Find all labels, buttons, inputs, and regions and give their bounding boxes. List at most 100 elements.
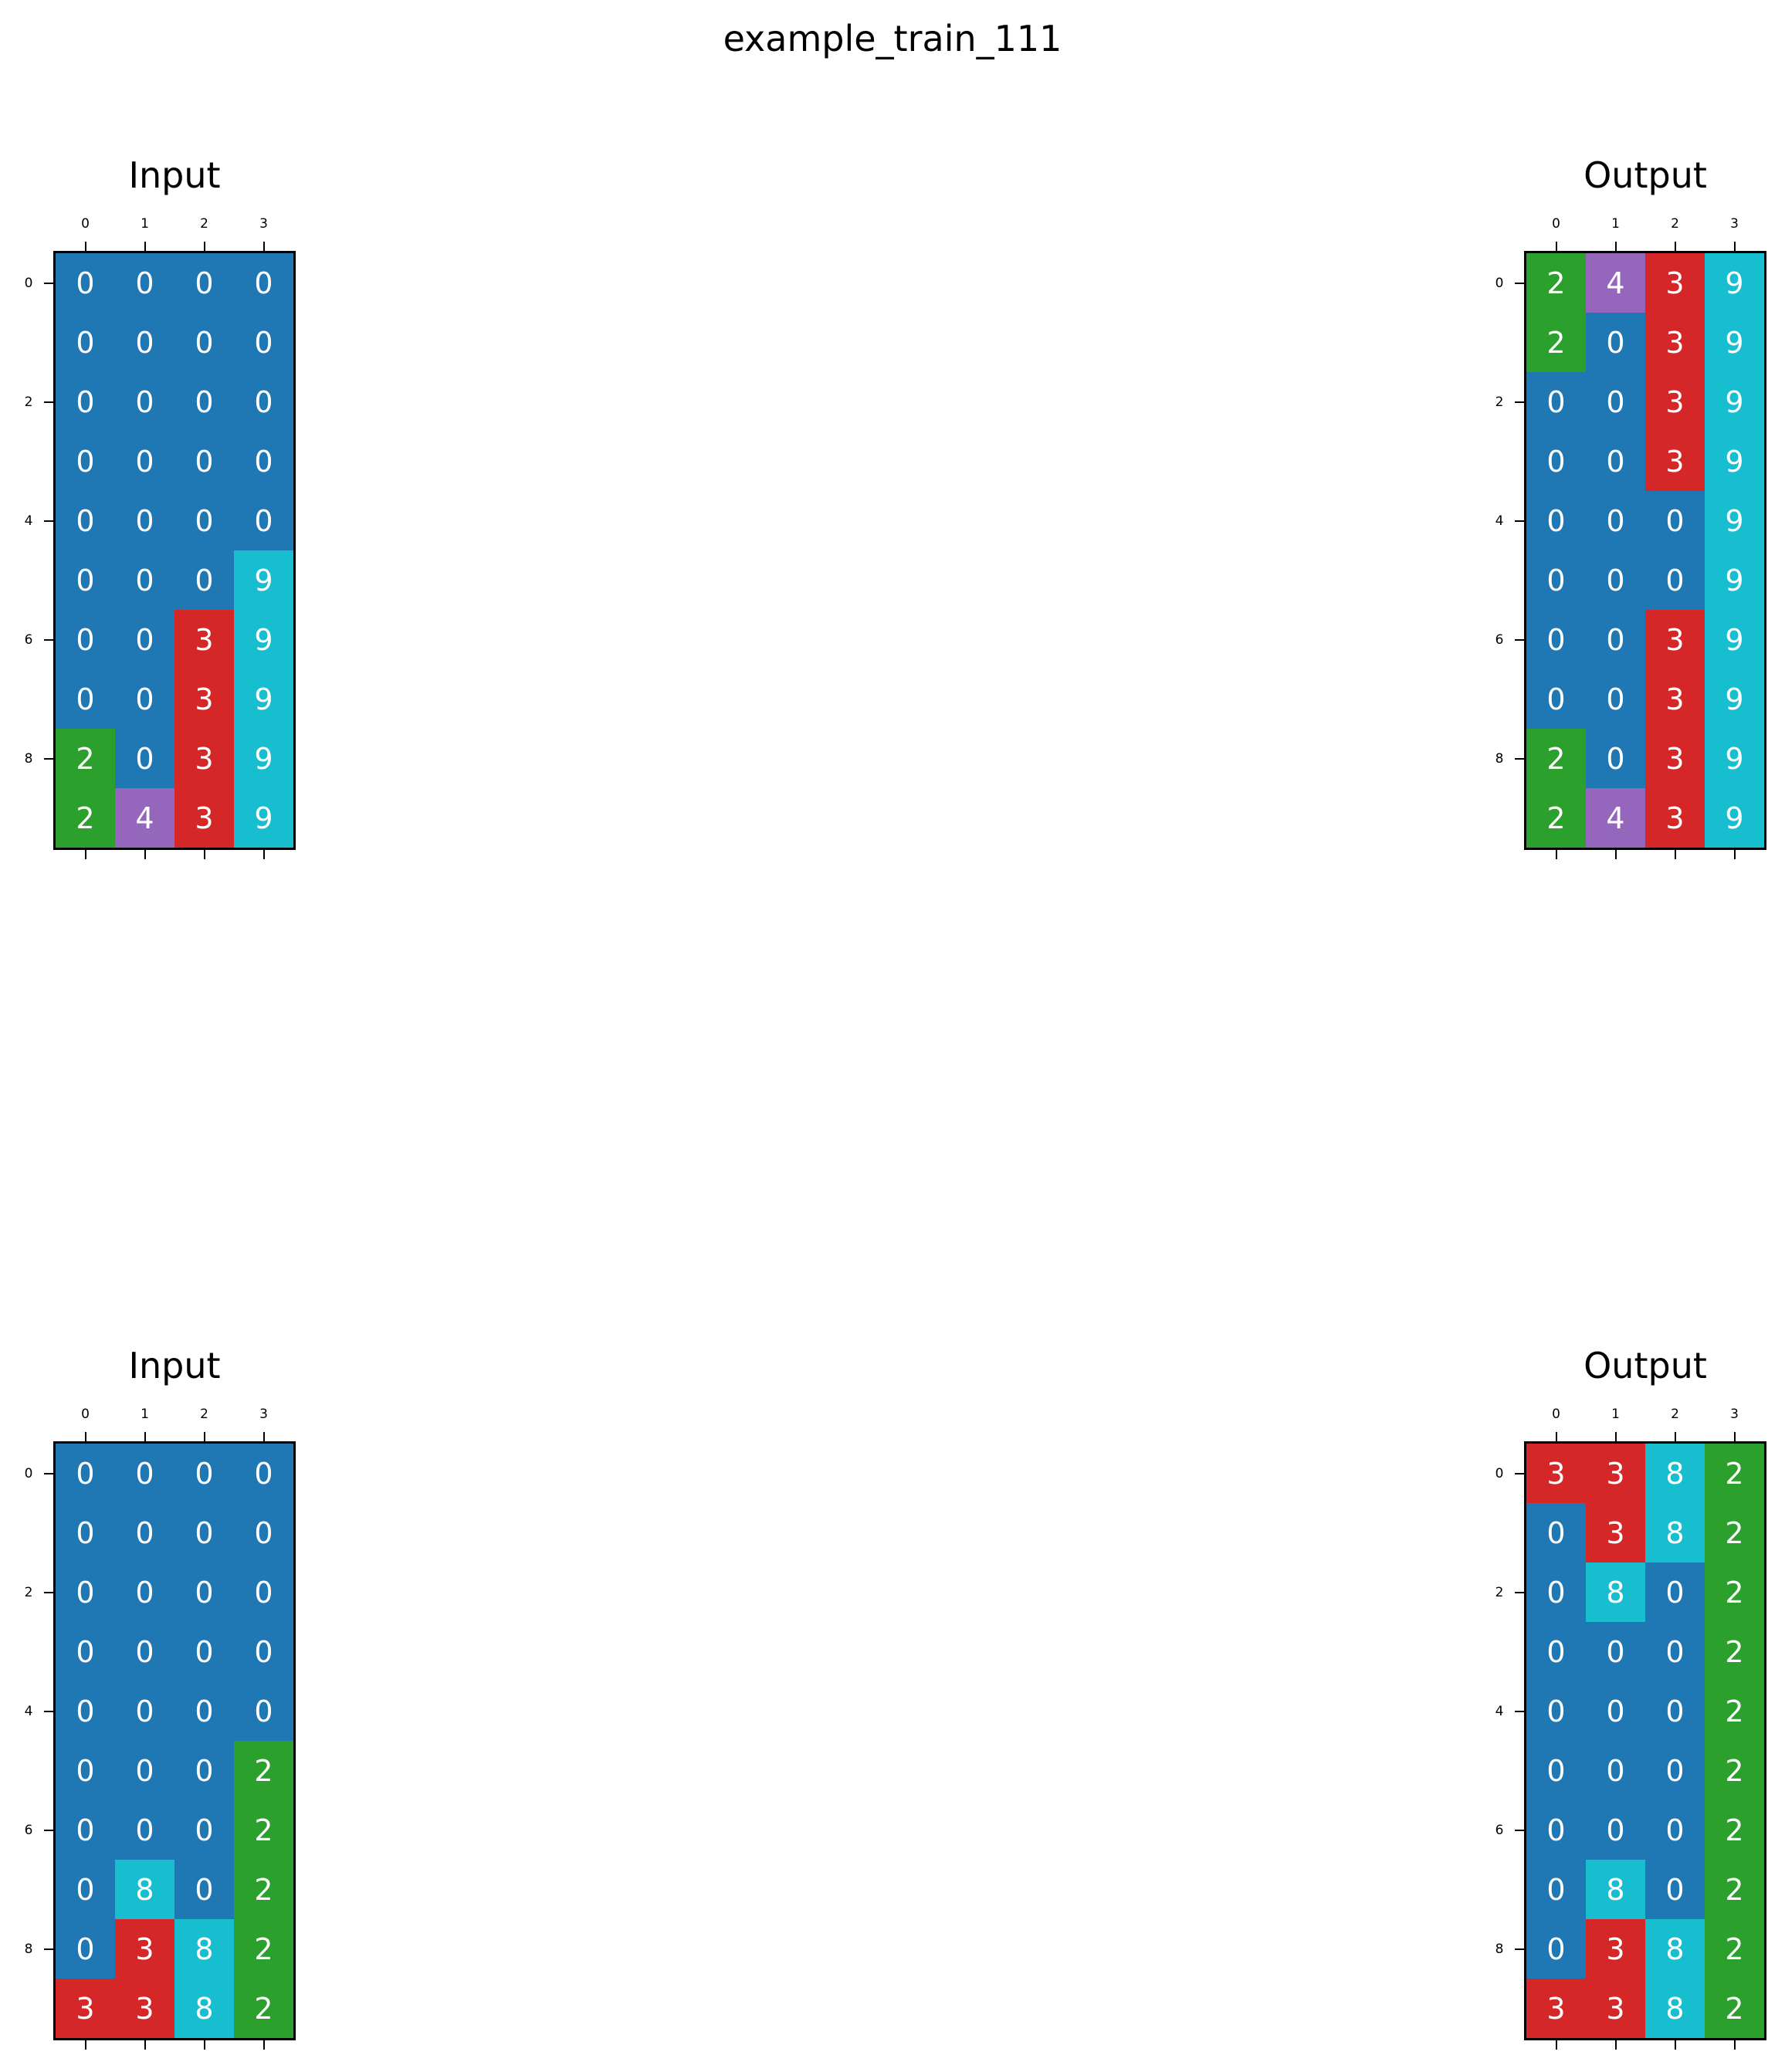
grid-cell: 3 [1645, 372, 1705, 432]
grid-cell: 0 [1526, 1622, 1586, 1681]
grid-cell: 0 [1526, 491, 1586, 550]
y-tick [1515, 520, 1524, 522]
grid-cell: 0 [1526, 610, 1586, 669]
y-tick [1515, 1948, 1524, 1950]
grid-cell: 0 [115, 313, 174, 372]
y-tick [44, 282, 53, 284]
grid-cell: 2 [1705, 1444, 1764, 1503]
grid-cell: 3 [174, 610, 234, 669]
y-tick [44, 520, 53, 522]
y-tick-label: 6 [1495, 631, 1504, 648]
grid-cell: 0 [1586, 432, 1645, 491]
grid-cell: 0 [174, 372, 234, 432]
x-tick-label: 3 [1730, 1407, 1739, 1422]
y-tick [44, 1472, 53, 1474]
grid-cell: 0 [1645, 1622, 1705, 1681]
grid-cell: 9 [234, 610, 293, 669]
grid-cell: 0 [115, 432, 174, 491]
x-tick-label: 3 [259, 1407, 268, 1422]
grid-cell: 2 [1526, 729, 1586, 788]
grid-cell: 9 [1705, 550, 1764, 610]
x-tick-top [144, 242, 146, 251]
grid-cell: 9 [234, 669, 293, 729]
grid-cell: 9 [1705, 669, 1764, 729]
grid-cell: 9 [1705, 729, 1764, 788]
grid-cell: 0 [1526, 1741, 1586, 1800]
y-tick-label: 0 [24, 1465, 33, 1481]
grid-cell: 0 [1586, 1800, 1645, 1860]
y-tick-label: 6 [24, 1822, 33, 1838]
x-tick-label: 2 [200, 216, 208, 232]
grid-cell: 9 [1705, 432, 1764, 491]
grid-cell: 8 [1645, 1444, 1705, 1503]
grid-cell: 3 [1526, 1444, 1586, 1503]
x-tick-bottom [144, 2040, 146, 2050]
x-tick-top [144, 1432, 146, 1441]
grid-cell: 3 [1645, 610, 1705, 669]
grid-cell: 0 [1586, 313, 1645, 372]
grid-cell: 0 [1526, 432, 1586, 491]
grid-cell: 9 [234, 729, 293, 788]
x-tick-label: 3 [259, 216, 268, 232]
x-tick-label: 0 [1552, 216, 1560, 232]
x-tick-bottom [144, 850, 146, 859]
x-tick-bottom [1733, 2040, 1736, 2050]
grid-cell: 0 [1645, 1860, 1705, 1919]
grid-cell: 8 [115, 1860, 174, 1919]
y-tick [1515, 757, 1524, 760]
grid-cell: 2 [56, 729, 115, 788]
x-tick-top [262, 1432, 265, 1441]
y-tick-label: 6 [24, 631, 33, 648]
grid-cell: 2 [1705, 1741, 1764, 1800]
grid-cell: 0 [234, 253, 293, 313]
grid-cell: 0 [115, 1800, 174, 1860]
x-tick-bottom [1674, 850, 1676, 859]
grid-cell: 0 [56, 669, 115, 729]
grid-cell: 2 [234, 1741, 293, 1800]
grid-cell: 0 [115, 1741, 174, 1800]
grid-cell: 0 [1645, 491, 1705, 550]
x-tick-label: 0 [1552, 1407, 1560, 1422]
grid-cell: 0 [115, 610, 174, 669]
grid-cell: 8 [1645, 1919, 1705, 1979]
grid-cell: 2 [1705, 1503, 1764, 1562]
grid-cell: 2 [56, 788, 115, 848]
x-tick-top [1555, 242, 1557, 251]
grid-cell: 0 [56, 1622, 115, 1681]
grid-cell: 4 [1586, 253, 1645, 313]
grid-cell: 0 [115, 1681, 174, 1741]
y-tick-label: 4 [24, 1703, 33, 1719]
y-tick [1515, 1472, 1524, 1474]
y-tick [1515, 1591, 1524, 1593]
x-tick-top [1733, 242, 1736, 251]
y-tick [1515, 638, 1524, 641]
grid-cell: 0 [1586, 491, 1645, 550]
x-tick-label: 0 [81, 1407, 90, 1422]
grid-cell: 0 [1586, 372, 1645, 432]
y-tick-label: 8 [1495, 750, 1504, 767]
grid-cell: 3 [174, 788, 234, 848]
x-tick-top [203, 242, 205, 251]
grid-cell: 0 [1586, 729, 1645, 788]
x-tick-label: 1 [1611, 216, 1620, 232]
grid-cell: 0 [174, 1681, 234, 1741]
grid-cell: 0 [56, 550, 115, 610]
grid-cell: 8 [174, 1979, 234, 2038]
y-tick-label: 6 [1495, 1822, 1504, 1838]
grid-cell: 0 [174, 1503, 234, 1562]
grid-cell: 2 [1526, 788, 1586, 848]
grid-cell: 3 [56, 1979, 115, 2038]
y-tick [44, 1948, 53, 1950]
x-tick-top [1733, 1432, 1736, 1441]
y-tick [1515, 401, 1524, 403]
y-tick [44, 757, 53, 760]
grid-cell: 0 [234, 1444, 293, 1503]
grid-cell: 2 [1705, 1979, 1764, 2038]
y-tick-label: 2 [24, 394, 33, 410]
x-tick-bottom [262, 850, 265, 859]
grid-cell: 0 [1526, 1503, 1586, 1562]
grid-cell: 0 [234, 372, 293, 432]
x-tick-top [1674, 242, 1676, 251]
